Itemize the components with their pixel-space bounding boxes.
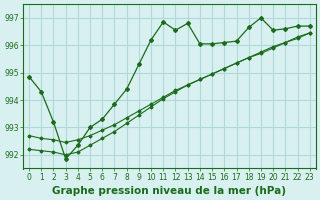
X-axis label: Graphe pression niveau de la mer (hPa): Graphe pression niveau de la mer (hPa)	[52, 186, 286, 196]
